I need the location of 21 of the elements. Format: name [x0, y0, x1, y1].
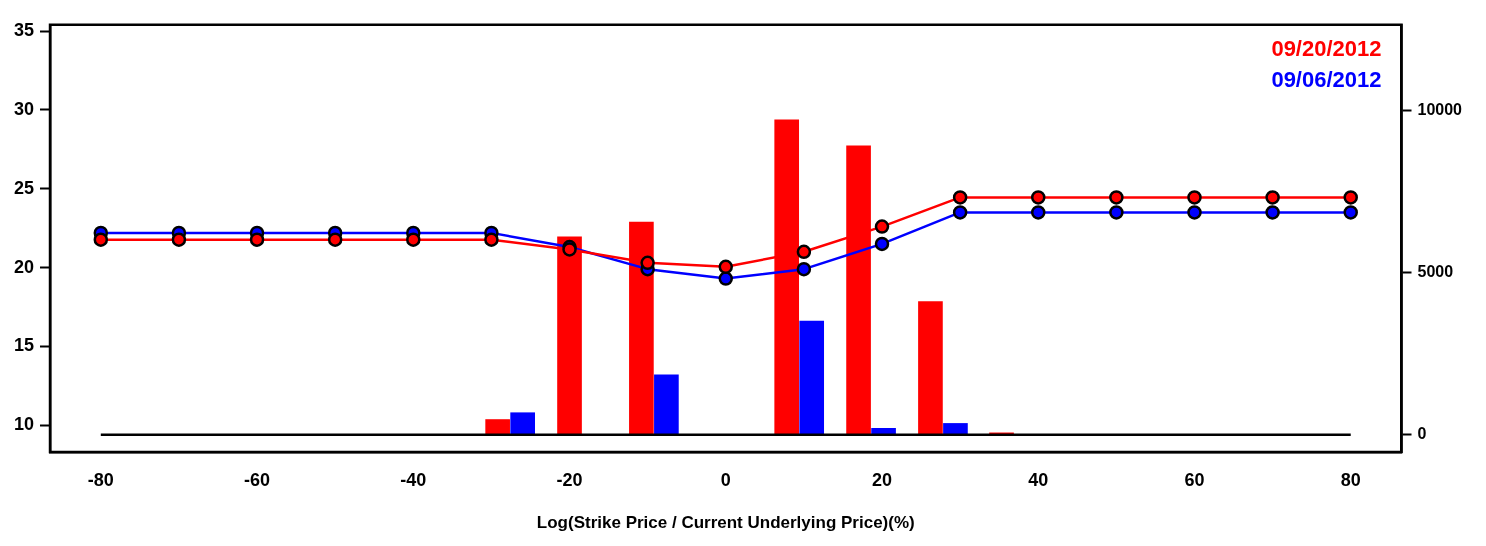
- x-tick-label: 60: [1184, 469, 1205, 490]
- y-tick-label: 15: [13, 335, 35, 356]
- x-tick-label: 0: [720, 469, 731, 490]
- y-tick-label: 10: [13, 414, 35, 435]
- y-tick-label: 25: [13, 177, 35, 198]
- x-tick-label: 80: [1340, 469, 1361, 490]
- y2-tick-label: 5000: [1417, 262, 1454, 280]
- x-axis-title: Log(Strike Price / Current Underlying Price)(%): [536, 513, 915, 533]
- x-tick-label: -80: [87, 469, 114, 490]
- x-tick-label: -20: [556, 469, 583, 490]
- text: 09/06/2012: [1271, 66, 1382, 92]
- text: 09/20/2012: [1271, 35, 1382, 61]
- x-tick-label: 20: [871, 469, 893, 490]
- y-tick-label: 30: [13, 98, 35, 119]
- y2-tick-label: 0: [1417, 425, 1427, 443]
- x-tick-label: 40: [1028, 469, 1049, 490]
- x-tick-label: -40: [400, 469, 427, 490]
- y-tick-label: 20: [13, 256, 35, 277]
- y2-tick-label: 10000: [1417, 100, 1463, 118]
- x-tick-label: -60: [244, 469, 271, 490]
- y-tick-label: 35: [13, 20, 35, 41]
